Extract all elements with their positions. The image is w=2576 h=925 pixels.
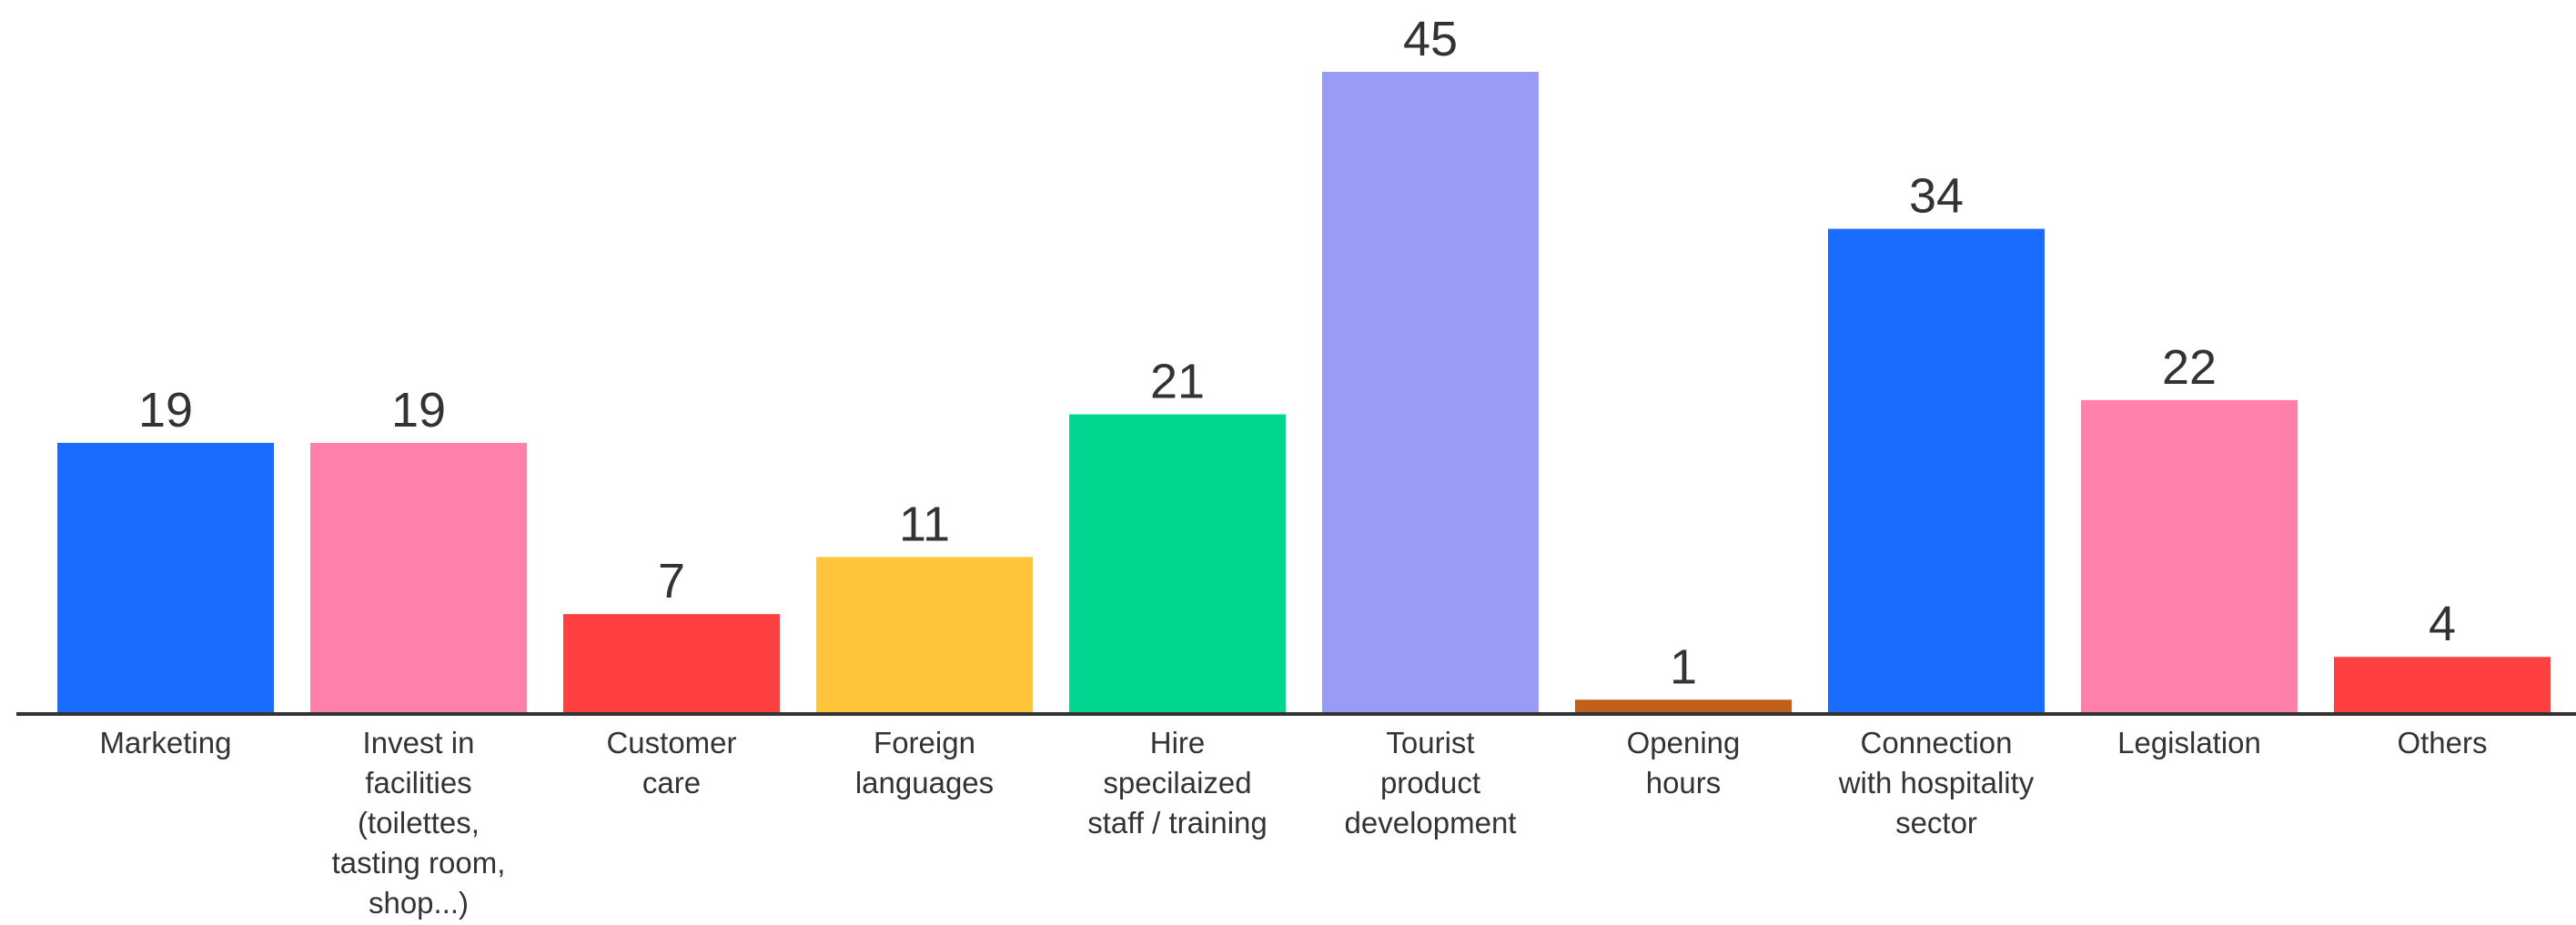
value-label: 1	[1670, 639, 1697, 694]
value-label: 22	[2162, 340, 2217, 395]
value-label: 4	[2429, 597, 2456, 651]
x-tick-label: Opening hours	[1626, 726, 1741, 799]
value-label: 19	[391, 383, 446, 437]
x-tick-label: Connection with hospitality sector	[1838, 726, 2035, 840]
bar	[1322, 72, 1539, 714]
x-tick-label: Legislation	[2117, 726, 2261, 759]
x-tick-label: Invest in facilities (toilettes, tasting…	[331, 726, 506, 920]
x-tick-label: Tourist product development	[1344, 726, 1517, 840]
value-label: 21	[1150, 355, 1205, 409]
bar	[1828, 228, 2045, 715]
x-tick-label: Foreign languages	[854, 726, 995, 799]
x-tick-label: Hire specilaized staff / training	[1087, 726, 1268, 840]
value-label: 7	[658, 554, 685, 608]
value-label: 34	[1909, 169, 1964, 224]
x-tick-label: Others	[2397, 726, 2488, 759]
bar	[2081, 399, 2298, 714]
bar	[310, 442, 527, 714]
x-tick-label: Customer care	[606, 726, 737, 799]
bar	[1575, 699, 1792, 714]
value-label: 19	[138, 383, 193, 437]
value-label: 11	[899, 497, 950, 551]
bar	[2334, 657, 2551, 714]
bar	[816, 557, 1033, 714]
bar	[57, 442, 274, 714]
x-tick-label: Marketing	[99, 726, 232, 759]
bar	[563, 614, 780, 714]
value-label: 45	[1403, 12, 1458, 66]
bar	[1069, 414, 1286, 714]
